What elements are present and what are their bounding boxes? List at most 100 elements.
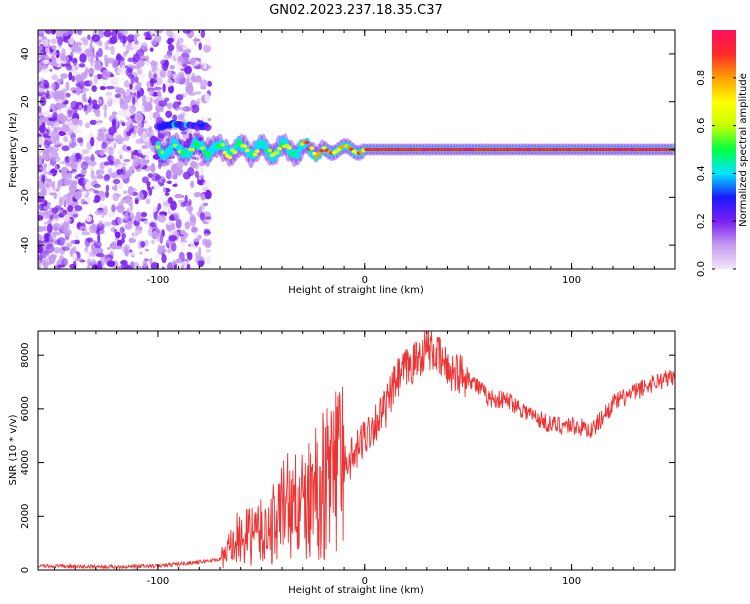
spectrogram-noise-blob bbox=[198, 42, 202, 51]
spectrogram-noise-blob bbox=[131, 261, 140, 268]
spectrogram-noise-blob bbox=[150, 39, 158, 46]
spectrogram-noise-blob bbox=[149, 222, 156, 228]
spectrogram-noise-blob bbox=[61, 63, 68, 67]
spectrogram-noise-blob bbox=[189, 161, 198, 169]
spectrogram-noise-blob bbox=[121, 65, 125, 70]
spectrogram-noise-blob bbox=[131, 162, 138, 168]
spectrogram-noise-blob bbox=[96, 120, 104, 124]
spectrogram-noise-blob bbox=[194, 170, 200, 178]
spectrogram-noise-blob bbox=[78, 188, 86, 192]
spectrogram-noise-blob bbox=[128, 165, 135, 175]
spectrogram-noise-blob bbox=[117, 204, 125, 214]
spectrogram-noise-blob bbox=[182, 30, 192, 34]
spectrogram-noise-blob bbox=[149, 30, 154, 36]
spectrogram-noise-blob bbox=[53, 82, 57, 90]
spectrogram-noise-blob bbox=[198, 137, 203, 141]
spectrogram-noise-blob bbox=[198, 246, 202, 257]
spectrogram-noise-blob bbox=[158, 100, 168, 107]
spectrogram-noise-blob bbox=[127, 57, 135, 63]
spectrogram-noise-blob bbox=[53, 231, 62, 236]
spectrogram-band-core bbox=[185, 151, 191, 155]
spectrogram-noise-blob bbox=[73, 260, 77, 269]
spectrogram-noise-blob bbox=[50, 45, 57, 50]
spectrogram-noise-blob bbox=[207, 80, 213, 87]
spectrogram-noise-blob bbox=[105, 190, 109, 198]
spectrogram-noise-blob bbox=[60, 73, 68, 79]
colorbar-tick-label: 0.4 bbox=[696, 165, 707, 181]
spectrogram-noise-blob bbox=[131, 96, 136, 106]
spectrogram-noise-blob bbox=[122, 244, 131, 254]
spectrogram-noise-blob bbox=[157, 244, 162, 250]
spectrogram-noise-blob bbox=[56, 78, 64, 84]
spectrogram-noise-blob bbox=[153, 98, 160, 103]
snr-ytick-label: 4000 bbox=[20, 450, 31, 475]
spectrogram-noise-blob bbox=[53, 246, 61, 254]
spectrogram-noise-blob bbox=[168, 215, 175, 222]
spectrogram-noise-blob bbox=[54, 205, 62, 211]
spectrogram-noise-blob bbox=[125, 67, 133, 77]
colorbar-tick-label: 0.6 bbox=[696, 118, 707, 134]
spectrogram-noise-blob bbox=[50, 120, 55, 129]
spectrogram-noise-blob bbox=[38, 244, 43, 254]
spectrogram-noise-blob bbox=[66, 132, 73, 136]
spectrogram-noise-blob bbox=[108, 147, 114, 156]
spectrogram-noise-blob bbox=[111, 241, 117, 250]
spectrogram-noise-blob bbox=[167, 69, 173, 79]
spectrogram-noise-blob bbox=[98, 204, 107, 208]
spectrogram-noise-blob bbox=[61, 258, 68, 267]
spectrogram-noise-blob bbox=[158, 248, 167, 254]
spectrogram-noise-blob bbox=[144, 248, 149, 252]
spectrogram-noise-blob bbox=[103, 161, 110, 166]
spectrogram-noise-blob bbox=[74, 46, 82, 52]
snr-xtick-label: 100 bbox=[562, 576, 581, 587]
spectrogram-noise-blob bbox=[111, 118, 117, 128]
spectrogram-noise-blob bbox=[112, 178, 121, 185]
spectrogram-noise-blob bbox=[91, 258, 97, 267]
spectrogram-noise-blob bbox=[170, 242, 177, 252]
spectrogram-noise-blob bbox=[114, 160, 120, 165]
spectrogram-noise-blob bbox=[86, 264, 91, 269]
spectrogram-noise-blob bbox=[71, 185, 78, 192]
spectrogram-noise-blob bbox=[75, 152, 82, 161]
spectrogram-noise-blob bbox=[165, 162, 174, 167]
spectrogram-noise-blob bbox=[199, 165, 204, 174]
spectrogram-band-core bbox=[234, 142, 240, 147]
spectrogram-band-core bbox=[304, 140, 310, 145]
spectrogram-noise-blob bbox=[203, 232, 210, 237]
spectrogram-noise-blob bbox=[68, 36, 75, 46]
spectrogram-noise-blob bbox=[117, 182, 124, 190]
spectrogram-noise-blob bbox=[188, 82, 193, 89]
spectrogram-noise-blob bbox=[74, 175, 79, 180]
spectrogram-noise-blob bbox=[38, 36, 42, 40]
spectrogram-noise-blob bbox=[159, 182, 165, 186]
spectrogram-noise-blob bbox=[134, 124, 138, 134]
spectrogram-noise-blob bbox=[38, 61, 46, 68]
spectrogram-noise-blob bbox=[191, 72, 196, 83]
spectrogram-noise-blob bbox=[78, 79, 84, 90]
spectrogram-noise-blob bbox=[129, 83, 133, 90]
spectrogram-noise-blob bbox=[175, 94, 184, 101]
spectrogram-noise-blob bbox=[85, 215, 92, 223]
spectrogram-noise-blob bbox=[197, 260, 205, 265]
spectrogram-noise-blob bbox=[137, 192, 145, 201]
spectrogram-noise-blob bbox=[93, 183, 101, 189]
spectrogram-noise-blob bbox=[107, 167, 113, 176]
spectrogram-noise-blob bbox=[160, 205, 169, 212]
spectrogram-noise-blob bbox=[203, 228, 210, 233]
spectrogram-noise-blob bbox=[45, 47, 50, 53]
spectrogram-band-core bbox=[237, 139, 243, 144]
spectrogram-noise-blob bbox=[176, 48, 185, 53]
spectrogram-noise-blob bbox=[41, 122, 46, 128]
spectrogram-noise-blob bbox=[139, 55, 147, 60]
spectrogram-noise-blob bbox=[116, 169, 122, 175]
spectrogram-noise-blob bbox=[47, 201, 51, 206]
spectrogram-noise-blob bbox=[186, 251, 192, 257]
spectrogram-noise-blob bbox=[97, 98, 103, 105]
spectrogram-noise-blob bbox=[94, 240, 102, 249]
spectrogram-noise-blob bbox=[139, 251, 143, 255]
spectrogram-noise-blob bbox=[124, 95, 132, 104]
spectrogram-noise-blob bbox=[160, 59, 169, 66]
spectrogram-noise-blob bbox=[83, 104, 88, 112]
spectrogram-noise-blob bbox=[57, 182, 61, 189]
spectrogram-noise-blob bbox=[114, 93, 122, 99]
